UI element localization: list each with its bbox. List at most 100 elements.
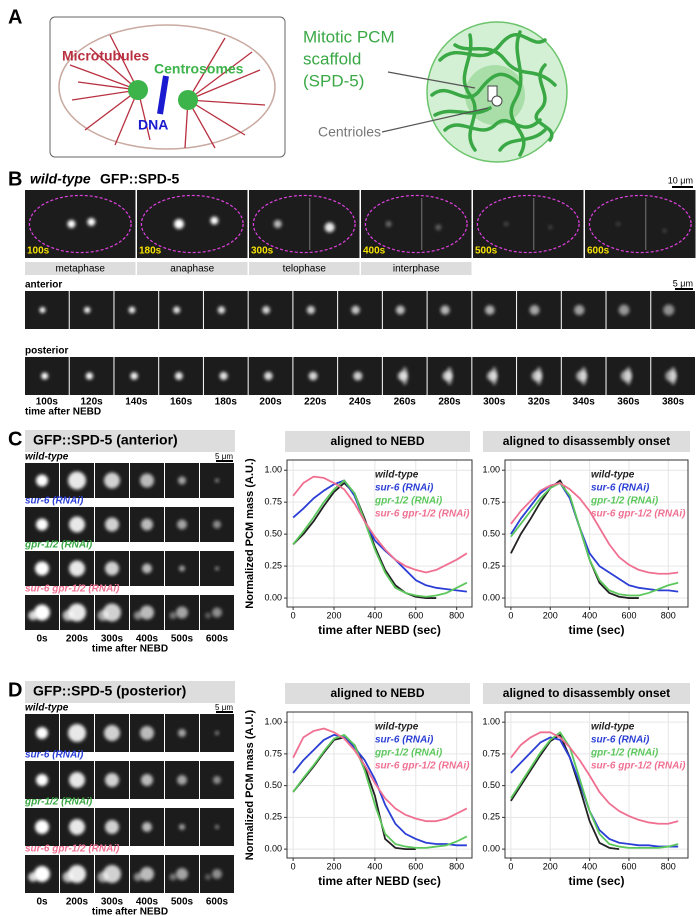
fluorescence-spot — [574, 304, 585, 316]
y-tick-label: 0.50 — [482, 780, 500, 790]
y-axis-label: Normalized PCM mass (A.U.) — [244, 458, 256, 609]
x-tick-label: 600 — [408, 610, 423, 620]
fluorescence-spot — [580, 367, 587, 385]
micrograph — [165, 714, 199, 752]
micrograph — [200, 808, 234, 846]
panel-label: D — [8, 679, 22, 701]
y-tick-label: 1.00 — [264, 717, 282, 727]
y-tick-label: 0.75 — [482, 497, 500, 507]
chart-header-bg — [285, 683, 470, 704]
micrograph — [130, 808, 164, 846]
micrograph — [203, 357, 248, 395]
fluorescence-spot — [104, 472, 120, 489]
fluorescence-spot — [219, 371, 228, 381]
y-tick-label: 0.75 — [482, 748, 500, 758]
micrograph — [95, 714, 129, 752]
micrograph — [130, 855, 164, 893]
fluorescence-spot — [34, 604, 50, 621]
phase-label: anaphase — [170, 264, 214, 275]
micrograph — [114, 291, 159, 329]
micrograph — [95, 855, 129, 893]
micrograph — [248, 291, 293, 329]
fluorescence-spot — [97, 610, 109, 621]
scale-label: 10 μm — [668, 175, 693, 185]
time-label: 120s — [80, 397, 103, 408]
micrograph — [361, 190, 472, 258]
series-line — [510, 731, 679, 849]
micrograph — [60, 595, 94, 630]
diagram-label: Mitotic PCM — [303, 27, 395, 46]
diagram-label: DNA — [138, 117, 168, 133]
plot-frame — [286, 711, 473, 859]
y-tick-label: 0.50 — [264, 529, 282, 539]
fluorescence-spot — [485, 305, 495, 315]
fluorescence-spot — [39, 307, 46, 313]
x-tick-label: 200 — [327, 610, 342, 620]
fluorescence-spot — [176, 606, 188, 619]
x-tick-label: 400 — [582, 861, 597, 871]
time-stamp: 100s — [27, 246, 50, 257]
diagram-label: scaffold — [303, 49, 361, 68]
time-label: 600s — [206, 634, 229, 645]
micrograph — [293, 291, 338, 329]
time-stamp: 500s — [475, 246, 498, 257]
plot-frame — [504, 459, 689, 608]
fluorescence-spot — [385, 221, 392, 227]
x-tick-label: 200 — [543, 610, 558, 620]
time-label: 320s — [528, 397, 551, 408]
micrograph — [60, 714, 94, 752]
time-label: 0s — [36, 897, 48, 908]
fluorescence-spot — [130, 372, 138, 380]
fluorescence-spot — [548, 225, 553, 230]
pcm-diagram — [381, 21, 568, 163]
micrograph-bg — [248, 291, 293, 329]
micrograph — [200, 507, 234, 542]
fluorescence-spot — [491, 367, 498, 385]
fluorescence-spot — [173, 306, 181, 314]
fluorescence-spot — [616, 222, 621, 226]
micrograph — [382, 291, 427, 329]
micrograph — [200, 855, 234, 893]
fluorescence-spot — [273, 220, 282, 228]
time-label: 0s — [36, 634, 48, 645]
micrograph — [165, 551, 199, 586]
micrograph — [60, 507, 94, 542]
y-tick-label: 0.00 — [264, 843, 282, 853]
micrograph — [203, 291, 248, 329]
fluorescence-spot — [142, 822, 152, 832]
fluorescence-spot — [68, 724, 86, 742]
time-label: 200s — [66, 634, 89, 645]
time-caption: time after NEBD — [92, 644, 168, 655]
condition-label: sur-6 gpr-1/2 (RNAi) — [25, 844, 120, 855]
micrograph — [95, 808, 129, 846]
fluorescence-spot — [97, 871, 109, 883]
time-label: 200s — [66, 897, 89, 908]
legend-entry: gpr-1/2 (RNAi) — [590, 748, 659, 759]
chart-header-bg — [285, 431, 470, 452]
time-label: 220s — [304, 397, 327, 408]
fluorescence-spot — [141, 518, 153, 531]
x-tick-label: 800 — [449, 861, 464, 871]
micrograph — [130, 551, 164, 586]
micrograph — [25, 463, 59, 498]
time-label: 100s — [36, 397, 59, 408]
series-line — [292, 475, 468, 574]
fluorescence-spot — [353, 371, 363, 381]
legend-entry: gpr-1/2 (RNAi) — [374, 748, 443, 759]
series-line — [510, 482, 679, 575]
fluorescence-spot — [176, 868, 188, 880]
x-axis-label: time after NEBD (sec) — [318, 623, 441, 637]
diagram-label: Centrioles — [318, 124, 381, 140]
fluorescence-spot — [213, 776, 221, 784]
micrograph — [95, 507, 129, 542]
time-label: 180s — [215, 397, 238, 408]
x-tick-label: 600 — [408, 861, 423, 871]
micrograph — [165, 855, 199, 893]
time-caption: time after NEBD — [25, 407, 101, 418]
legend-entry: sur-6 (RNAi) — [591, 735, 650, 746]
micrograph — [95, 551, 129, 586]
fluorescence-spot — [264, 371, 273, 381]
fluorescence-spot — [173, 219, 184, 229]
time-label: 400s — [136, 897, 159, 908]
micrograph — [25, 761, 59, 799]
